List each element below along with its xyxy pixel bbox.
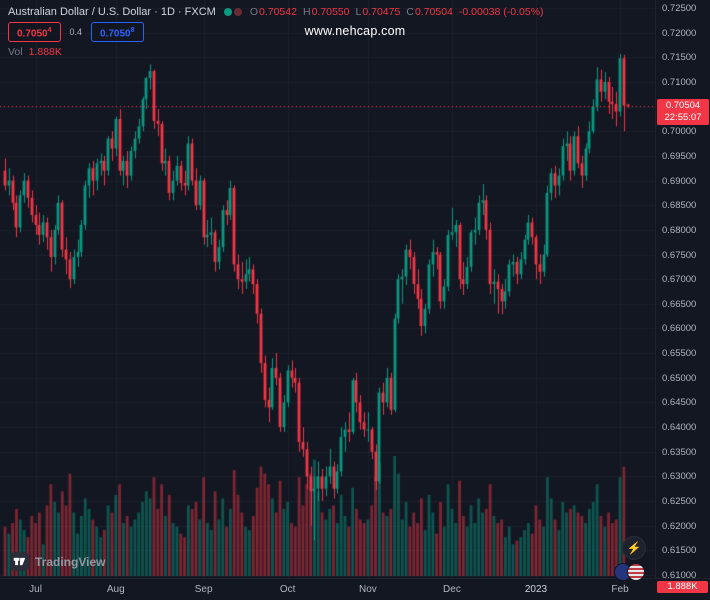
- time-axis-label: Dec: [443, 584, 461, 595]
- ohlc-close: C 0.70504: [406, 6, 453, 18]
- legend-row-volume: Vol 1.888K: [8, 46, 544, 58]
- price-axis-label: 0.62500: [662, 496, 697, 508]
- price-axis-label: 0.63500: [662, 446, 697, 458]
- lightning-icon-button[interactable]: ⚡: [622, 536, 646, 560]
- usd-flag-icon: [627, 563, 645, 581]
- price-axis-label: 0.69000: [662, 175, 697, 187]
- chart-legend: Australian Dollar / U.S. Dollar · 1D · F…: [8, 6, 544, 58]
- tradingview-mark-icon: [10, 552, 29, 571]
- red-dot-icon: [233, 8, 242, 16]
- price-axis-label: 0.65000: [662, 372, 697, 384]
- buy-button[interactable]: 0.70508: [91, 22, 144, 43]
- price-axis-label: 0.65500: [662, 348, 697, 360]
- legend-toggle[interactable]: [223, 8, 242, 16]
- last-price-value: 0.70504: [665, 100, 701, 112]
- lightning-icon: ⚡: [626, 541, 642, 555]
- last-price-tag: 0.70504 22:55:07: [657, 99, 709, 126]
- volume-indicator-value: 1.888K: [28, 46, 62, 59]
- chart-plot-area[interactable]: www.nehcap.com Australian Dollar / U.S. …: [0, 0, 655, 581]
- tradingview-logo-text: TradingView: [35, 554, 106, 569]
- price-change: -0.00038 (-0.05%): [458, 6, 544, 18]
- price-axis-label: 0.72500: [662, 3, 697, 14]
- tradingview-logo[interactable]: TradingView: [10, 552, 105, 571]
- price-axis-label: 0.68500: [662, 200, 697, 212]
- time-axis-label: Nov: [358, 584, 377, 595]
- time-axis-label: 2023: [524, 584, 548, 595]
- symbol-title[interactable]: Australian Dollar / U.S. Dollar · 1D · F…: [8, 6, 216, 18]
- price-axis-label: 0.71500: [662, 52, 697, 64]
- ohlc-open: O 0.70542: [249, 6, 297, 18]
- time-axis[interactable]: Jul Aug Sep Oct Nov Dec 2023 Feb: [0, 578, 710, 600]
- price-axis-label: 0.70000: [662, 126, 697, 138]
- spread-value: 0.4: [66, 26, 86, 39]
- volume-indicator-label[interactable]: Vol: [8, 46, 23, 59]
- candlestick-chart-canvas[interactable]: [0, 0, 655, 578]
- time-axis-label: Aug: [106, 584, 125, 595]
- time-axis-label: Jul: [29, 584, 42, 595]
- price-axis-label: 0.63000: [662, 471, 697, 483]
- price-axis-label: 0.61500: [662, 545, 697, 557]
- time-axis-label: Oct: [279, 584, 296, 595]
- ohlc-high: H 0.70550: [302, 6, 350, 18]
- price-axis-label: 0.66000: [662, 323, 697, 335]
- bar-close-countdown: 22:55:07: [664, 112, 702, 124]
- price-axis-label: 0.64000: [662, 422, 697, 434]
- price-axis-label: 0.71000: [662, 76, 697, 88]
- watermark: www.nehcap.com: [304, 24, 406, 38]
- sell-button[interactable]: 0.70504: [8, 22, 61, 43]
- price-axis-label: 0.72000: [662, 27, 697, 39]
- price-axis[interactable]: 0.70504 22:55:07 0.72500 0.72000 0.71500 0.…: [655, 0, 710, 581]
- legend-row-trade: 0.70504 0.4 0.70508: [8, 22, 544, 43]
- volume-value-tag: 1.888K: [657, 581, 708, 593]
- green-dot-icon: [223, 8, 232, 16]
- currency-pair-flags-icon[interactable]: [614, 563, 645, 581]
- price-axis-label: 0.69500: [662, 150, 697, 162]
- price-axis-label: 0.67000: [662, 274, 697, 286]
- legend-row-title: Australian Dollar / U.S. Dollar · 1D · F…: [8, 6, 544, 18]
- price-axis-label: 0.66500: [662, 298, 697, 310]
- time-axis-label: Sep: [194, 584, 213, 595]
- price-axis-label: 0.61000: [662, 570, 697, 581]
- price-axis-label: 0.62000: [662, 520, 697, 532]
- ohlc-low: L 0.70475: [355, 6, 401, 18]
- price-axis-label: 0.64500: [662, 397, 697, 409]
- price-axis-label: 0.68000: [662, 224, 697, 236]
- time-axis-label: Feb: [611, 584, 629, 595]
- price-axis-label: 0.67500: [662, 249, 697, 261]
